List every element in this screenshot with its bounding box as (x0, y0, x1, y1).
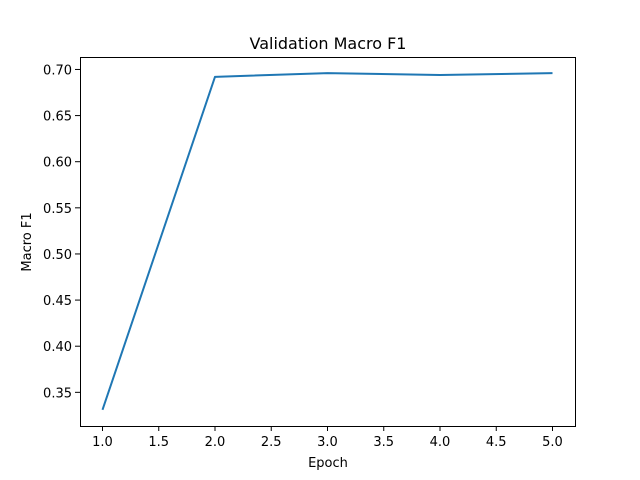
y-tick-label: 0.70 (43, 63, 72, 78)
chart-title: Validation Macro F1 (250, 34, 407, 53)
y-tick-label: 0.65 (43, 110, 72, 125)
y-tick-label: 0.45 (43, 294, 72, 309)
y-tick-label: 0.40 (43, 340, 72, 355)
x-tick-label: 5.0 (542, 435, 563, 450)
x-tick-label: 3.0 (317, 435, 338, 450)
x-axis: 1.0 1.5 2.0 2.5 3.0 3.5 4.0 4.5 5.0 (92, 426, 563, 450)
x-tick-label: 1.5 (148, 435, 169, 450)
x-tick-label: 4.0 (430, 435, 451, 450)
y-tick-label: 0.60 (43, 156, 72, 171)
x-tick-label: 2.0 (205, 435, 226, 450)
y-axis-label: Macro F1 (20, 212, 35, 271)
x-axis-label: Epoch (308, 456, 348, 471)
x-tick-label: 3.5 (373, 435, 394, 450)
plot-area (101, 72, 553, 411)
x-tick-label: 1.0 (92, 435, 113, 450)
plot-frame (80, 57, 576, 427)
y-tick-label: 0.55 (43, 202, 72, 217)
x-tick-label: 4.5 (486, 435, 507, 450)
y-tick-label: 0.50 (43, 248, 72, 263)
y-axis: 0.35 0.40 0.45 0.50 0.55 0.60 0.65 0.70 (43, 63, 80, 401)
y-tick-label: 0.35 (43, 386, 72, 401)
x-tick-label: 2.5 (261, 435, 282, 450)
series-line (101, 72, 553, 411)
